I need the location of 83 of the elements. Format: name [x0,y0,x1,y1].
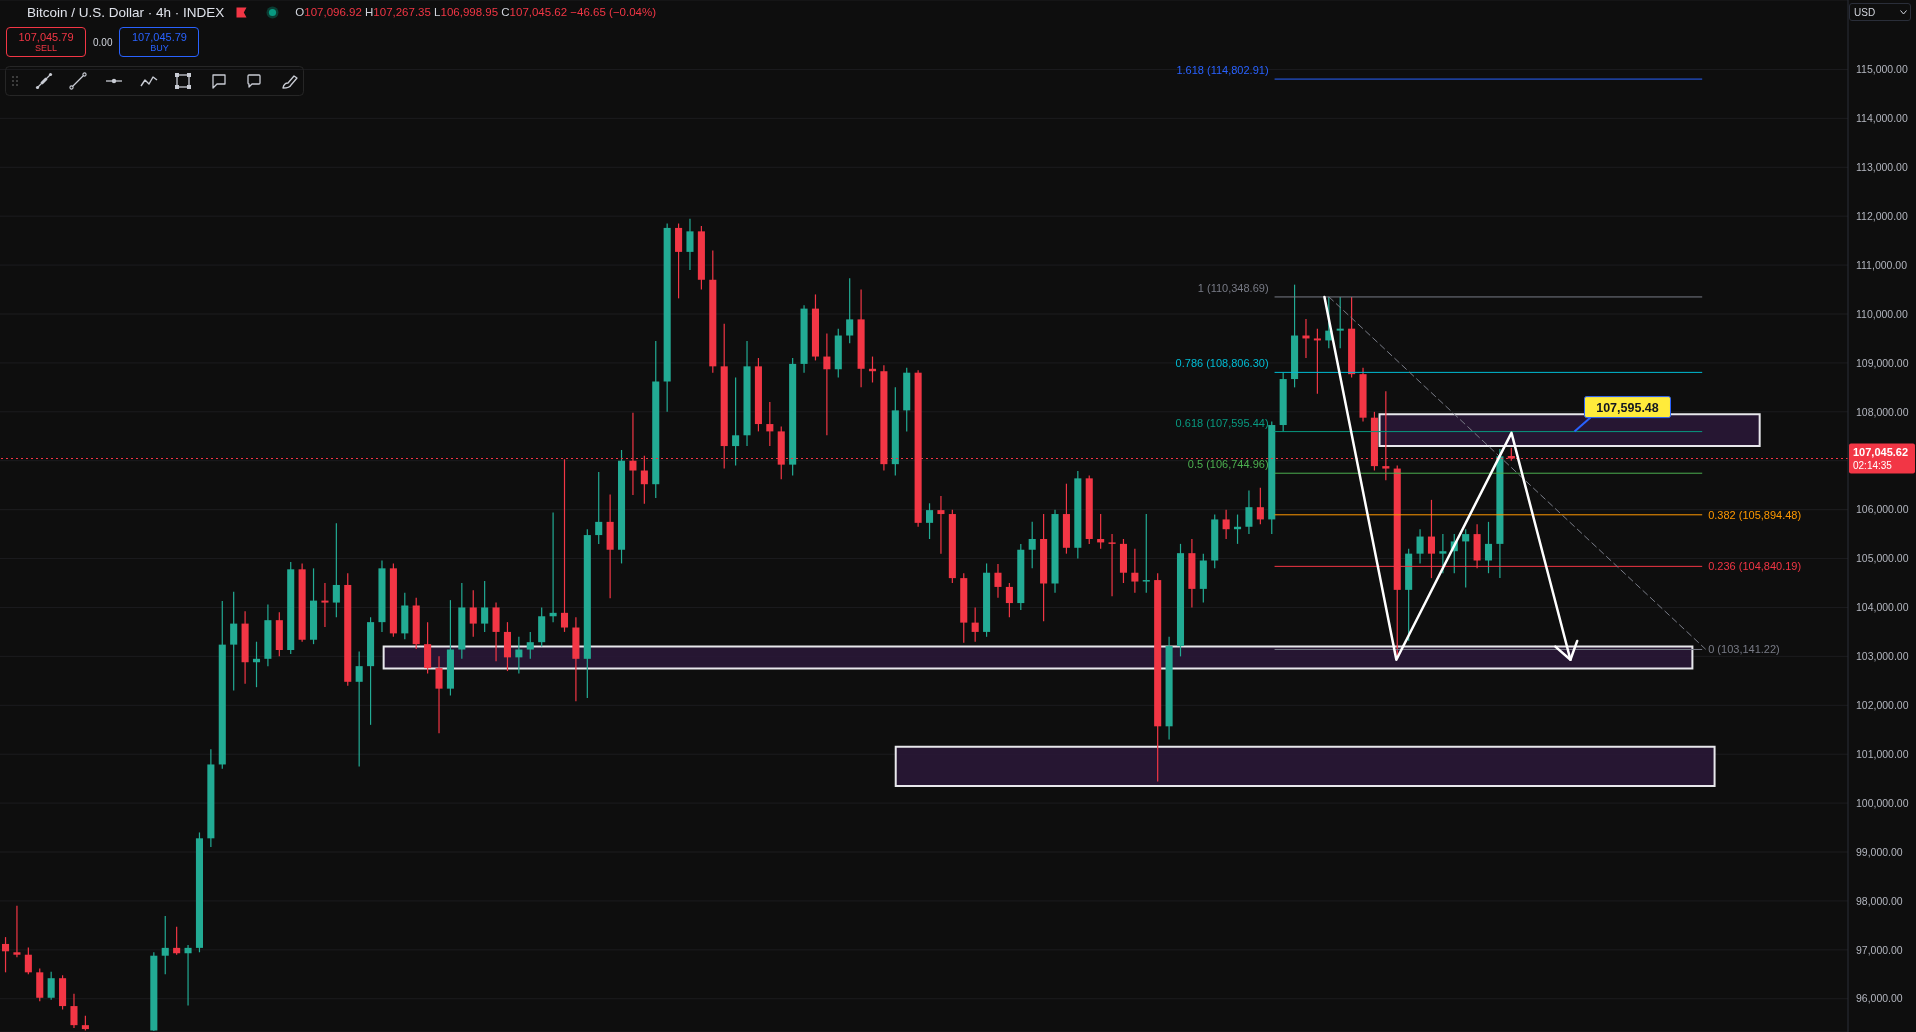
candlestick [1142,513,1150,594]
y-tick-label: 96,000.00 [1856,992,1903,1005]
candlestick [469,589,477,638]
annotation: 107,045.79 [18,30,74,44]
candlestick [732,376,740,467]
ref-line-label: 107,045.62 [1853,445,1909,458]
candlestick [823,332,831,436]
candlestick [926,502,934,540]
candlestick [70,993,78,1029]
candlestick [994,563,1002,599]
candlestick [1005,582,1013,618]
ref-line-label: 1 (110,348.69) [1197,281,1269,294]
candlestick [1108,533,1116,597]
y-tick-label: 109,000.00 [1856,356,1909,369]
candlestick [846,277,854,344]
y-axis-title: USD [1854,6,1876,18]
candlestick [321,582,329,628]
ref-line-label: 0.5 (106,744.96) [1187,458,1269,471]
candlestick [1245,489,1253,535]
candlestick [526,631,534,660]
candlestick [2,936,10,973]
candlestick [24,946,32,975]
candlestick [1484,521,1493,574]
ref-line-label: 1.618 (114,802.91) [1176,64,1269,77]
y-tick-label: 97,000.00 [1856,943,1903,956]
ref-line-label: 0.786 (108,806.30) [1175,357,1269,370]
candlestick [424,621,432,675]
candlestick [1313,328,1321,395]
candlestick [1028,521,1036,569]
candlestick [230,591,238,692]
y-tick-label: 110,000.00 [1856,307,1908,320]
ref-line-label: 0.382 (105,894.48) [1708,508,1802,521]
chart-title: Bitcoin / U.S. Dollar · 4h · INDEX [27,4,225,20]
candlestick [161,915,169,975]
ref-line-label: 0 (103,141.22) [1708,643,1780,656]
ref-line-label: 0.236 (104,840.19) [1708,560,1802,573]
candlestick [1462,528,1470,589]
sell-button: 107,045.79 SELL [6,27,86,57]
candlestick [766,401,774,447]
candlestick [13,905,21,958]
candlestick [47,971,55,1001]
candlestick [675,222,683,299]
y-tick-label: 111,000.00 [1856,258,1908,271]
candlestick [595,471,603,545]
annotation: 107,595.48 [1596,400,1659,415]
annotation: BUY [150,43,169,54]
y-tick-label: 103,000.00 [1856,650,1909,663]
candlestick [435,655,443,734]
candlestick [173,926,181,956]
candlestick [937,495,945,555]
y-tick-label: 115,000.00 [1856,63,1908,76]
candlestick [1131,548,1139,594]
candlestick [1439,533,1447,574]
ref-line-label: 0.618 (107,595.44) [1175,416,1269,429]
annotation: 107,045.79 [131,30,187,44]
y-tick-label: 100,000.00 [1856,796,1909,809]
y-tick-label: 102,000.00 [1856,699,1909,712]
y-tick-label: 112,000.00 [1856,209,1908,222]
candlestick [971,606,979,643]
y-tick-label: 113,000.00 [1856,161,1908,173]
candlestick [1256,487,1264,525]
candlestick [184,944,192,1007]
candlestick [1222,509,1230,540]
text: O107,096.92 H107,267.35 L106,998.95 C107,045.62 −46.65 (−0.04%) [295,6,657,18]
text: 02:14:35 [1853,459,1893,471]
candlestick [1336,296,1344,349]
candlestick [481,580,489,633]
y-tick-label: 98,000.00 [1856,894,1903,907]
y-tick-label: 108,000.00 [1856,405,1909,418]
annotation: SELL [34,43,58,54]
candlestick [560,458,569,633]
y-tick-label: 99,000.00 [1856,845,1903,858]
candlestick [686,218,694,271]
buy-button: 107,045.79 BUY [119,27,200,57]
y-tick-label: 105,000.00 [1856,552,1909,565]
candlestick [355,650,363,768]
annotation: 0.00 [93,36,113,48]
y-tick-label: 104,000.00 [1856,601,1909,614]
candlestick [1416,528,1424,565]
candlestick [332,522,340,618]
y-tick-label: 114,000.00 [1856,112,1908,125]
y-tick-label: 101,000.00 [1856,747,1909,760]
y-tick-label: 106,000.00 [1856,503,1909,516]
